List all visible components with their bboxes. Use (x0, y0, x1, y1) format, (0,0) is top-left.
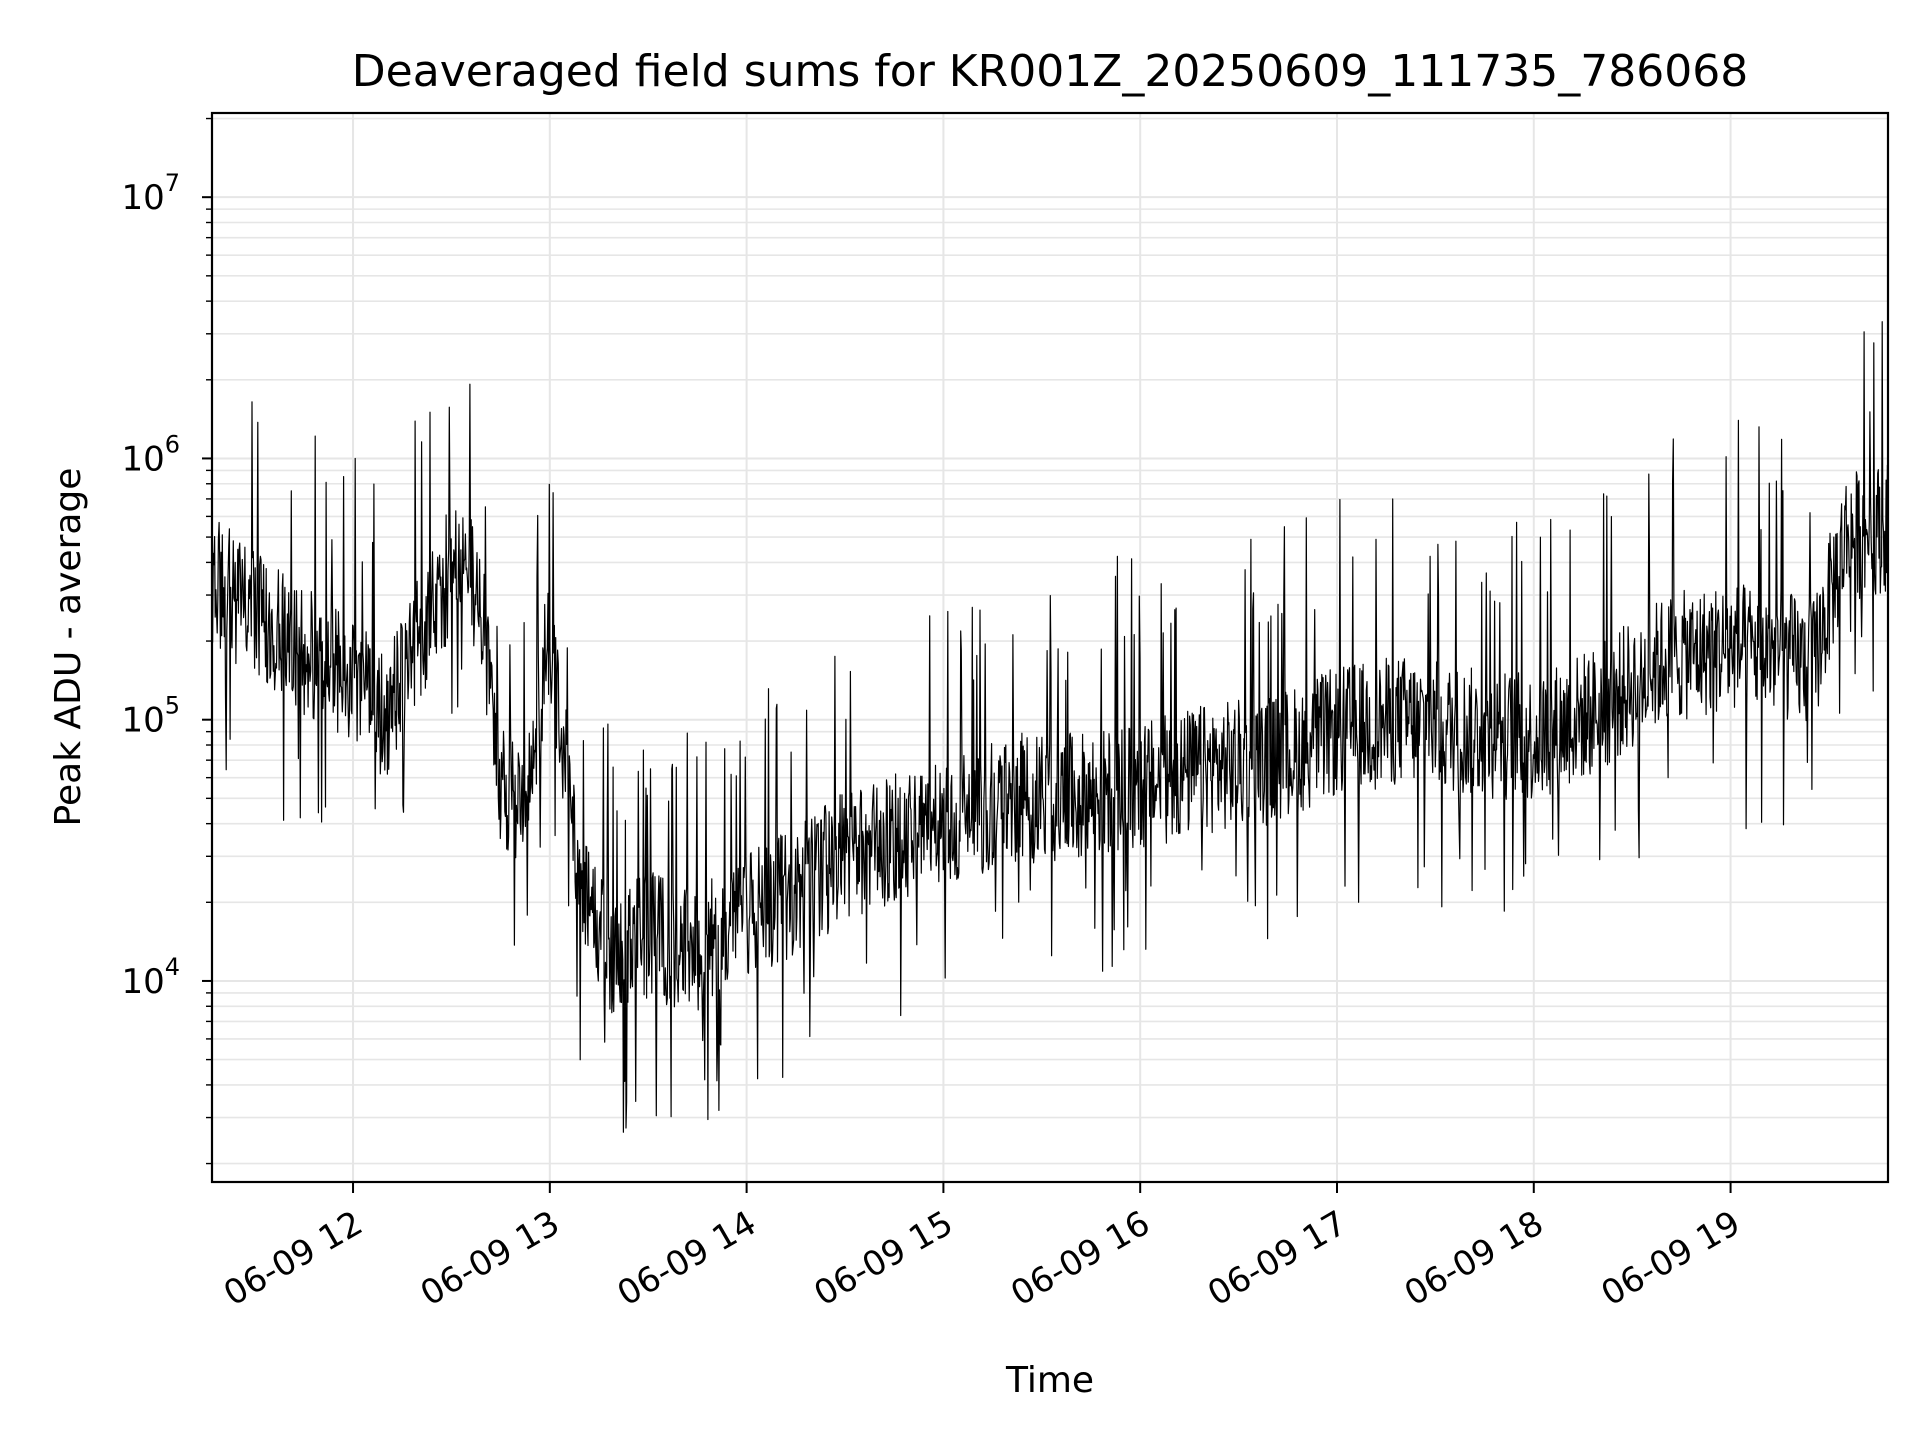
y-tick-label: 107 (121, 169, 180, 218)
x-tick-label: 06-09 16 (1004, 1203, 1156, 1314)
x-tick-label: 06-09 13 (414, 1203, 566, 1314)
axis-ticks: 104 105 106 107 06-09 12 06-09 13 06-09 14 06-0… (121, 117, 1747, 1314)
x-tick-label: 06-09 17 (1201, 1203, 1353, 1314)
y-tick-label: 104 (121, 953, 180, 1002)
x-tick-label: 06-09 12 (217, 1203, 369, 1314)
x-axis-label: Time (1005, 1360, 1094, 1401)
plot-area (211, 321, 1889, 1133)
series-line (211, 321, 1889, 1133)
y-tick-label: 106 (121, 430, 180, 479)
x-tick-label: 06-09 19 (1595, 1203, 1747, 1314)
x-tick-label: 06-09 18 (1398, 1203, 1550, 1314)
y-axis-label: Peak ADU - average (48, 468, 89, 827)
plot-frame (210, 111, 1890, 1184)
x-tick-label: 06-09 14 (611, 1203, 763, 1314)
y-tick-label: 105 (121, 692, 180, 741)
chart-title: Deaveraged field sums for KR001Z_2025060… (352, 46, 1748, 97)
x-tick-label: 06-09 15 (808, 1203, 960, 1314)
